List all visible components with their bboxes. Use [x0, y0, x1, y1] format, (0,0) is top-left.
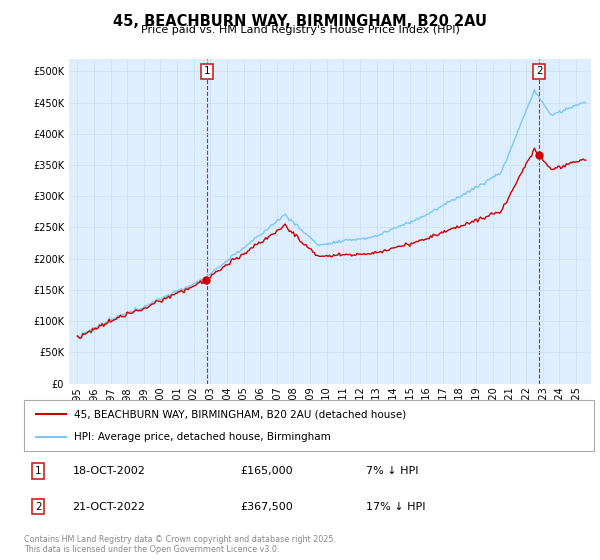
Text: 7% ↓ HPI: 7% ↓ HPI	[366, 466, 419, 476]
Text: 45, BEACHBURN WAY, BIRMINGHAM, B20 2AU (detached house): 45, BEACHBURN WAY, BIRMINGHAM, B20 2AU (…	[74, 409, 406, 419]
Text: HPI: Average price, detached house, Birmingham: HPI: Average price, detached house, Birm…	[74, 432, 331, 442]
Text: 18-OCT-2002: 18-OCT-2002	[73, 466, 145, 476]
Text: £165,000: £165,000	[241, 466, 293, 476]
Text: Contains HM Land Registry data © Crown copyright and database right 2025.
This d: Contains HM Land Registry data © Crown c…	[24, 535, 336, 554]
Text: 2: 2	[536, 66, 542, 76]
Text: Price paid vs. HM Land Registry's House Price Index (HPI): Price paid vs. HM Land Registry's House …	[140, 25, 460, 35]
Text: 21-OCT-2022: 21-OCT-2022	[73, 502, 145, 511]
Text: 1: 1	[203, 66, 210, 76]
Text: 17% ↓ HPI: 17% ↓ HPI	[366, 502, 425, 511]
Text: £367,500: £367,500	[241, 502, 293, 511]
Text: 45, BEACHBURN WAY, BIRMINGHAM, B20 2AU: 45, BEACHBURN WAY, BIRMINGHAM, B20 2AU	[113, 14, 487, 29]
Text: 1: 1	[35, 466, 41, 476]
Text: 2: 2	[35, 502, 41, 511]
